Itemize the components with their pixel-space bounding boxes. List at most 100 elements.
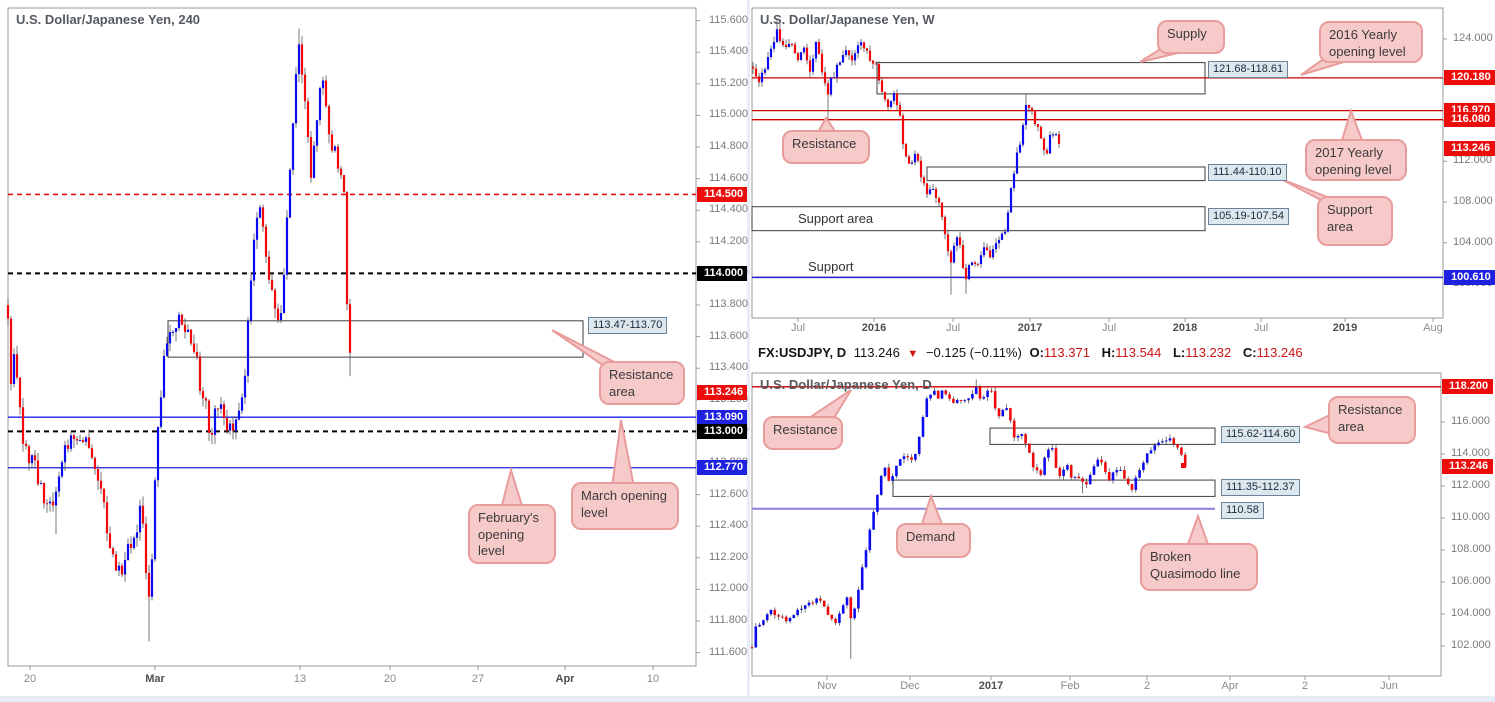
candle-body	[24, 443, 28, 447]
candle-body	[267, 256, 271, 280]
candle-body	[826, 83, 830, 95]
candle-body	[982, 247, 986, 256]
candle-body	[792, 615, 796, 618]
candle-body	[919, 160, 923, 178]
candle-body	[90, 448, 94, 458]
candle-body	[895, 93, 899, 106]
candle-body	[9, 318, 13, 385]
candle-body	[1018, 144, 1022, 153]
candle-body	[1123, 469, 1126, 479]
callout-bubble-resistance-area[interactable]	[599, 361, 685, 405]
candle-body	[958, 237, 962, 246]
plot-border	[7, 7, 697, 667]
candle-body	[988, 250, 992, 258]
candle-body	[1050, 448, 1054, 450]
callout-bubble-support-area-callout[interactable]	[1317, 196, 1393, 246]
callout-bubble-demand[interactable]	[896, 523, 971, 558]
candle-body	[811, 58, 815, 72]
chart-title-240: U.S. Dollar/Japanese Yen, 240	[16, 12, 201, 27]
zone-105.19-107.54[interactable]	[751, 206, 1206, 232]
candle-body	[914, 453, 917, 460]
ticker-low-label: L:	[1172, 345, 1186, 360]
candle-body	[925, 183, 929, 195]
candle-body	[967, 265, 971, 280]
candle-body	[790, 43, 794, 45]
candle-body	[793, 44, 797, 54]
candle-body	[788, 617, 792, 622]
candlestick-series-daily	[750, 379, 1187, 659]
zone-111.35-112.37[interactable]	[892, 479, 1216, 497]
zone-113.47-113.70[interactable]	[167, 320, 584, 358]
candle-body	[1161, 441, 1164, 443]
candle-body	[784, 616, 788, 622]
callout-bubble-march-opening-level[interactable]	[571, 482, 679, 530]
candle-body	[751, 66, 755, 69]
candle-body	[772, 42, 776, 49]
candle-body	[883, 91, 887, 100]
candle-body	[1036, 124, 1040, 127]
candle-body	[948, 394, 951, 399]
candle-body	[769, 48, 773, 58]
candle-body	[830, 614, 834, 619]
candle-body	[120, 565, 124, 575]
candle-body	[906, 456, 910, 458]
candle-body	[279, 312, 283, 321]
candle-body	[288, 169, 292, 218]
candle-body	[853, 608, 856, 619]
candle-body	[937, 197, 941, 203]
callout-tail-february-opening-level	[499, 466, 525, 510]
candle-body	[105, 502, 109, 534]
callout-bubble-supply[interactable]	[1157, 20, 1225, 54]
candle-body	[300, 44, 304, 75]
callout-bubble-resistance[interactable]	[763, 416, 843, 450]
candle-body	[973, 262, 977, 265]
candle-body	[978, 387, 982, 399]
candle-body	[297, 44, 301, 75]
ticker-open-label: O:	[1029, 345, 1044, 360]
candle-body	[778, 29, 782, 41]
callout-bubble-broken-quasimodo[interactable]	[1140, 543, 1258, 591]
zone-115.62-114.60[interactable]	[989, 427, 1216, 445]
candle-body	[276, 308, 280, 321]
candle-body	[45, 503, 49, 505]
zone-111.44-110.10[interactable]	[926, 166, 1206, 182]
symbol-status-bar-pane	[750, 339, 1495, 366]
candle-body	[1069, 465, 1073, 478]
candle-body	[1039, 470, 1043, 475]
candle-body	[1183, 454, 1187, 467]
callout-bubble-yearly-open-2016[interactable]	[1319, 21, 1423, 63]
candle-body	[1168, 438, 1172, 441]
candle-body	[72, 435, 76, 440]
candle-body	[853, 53, 857, 61]
candle-body	[1157, 442, 1160, 446]
candle-body	[934, 189, 938, 198]
candle-body	[847, 50, 851, 56]
callout-bubble-resistance-area[interactable]	[1328, 396, 1416, 444]
callout-bubble-yearly-open-2017[interactable]	[1305, 139, 1407, 181]
candle-body	[880, 80, 884, 92]
candle-body	[1006, 212, 1010, 232]
candle-body	[904, 144, 908, 157]
candle-body	[312, 145, 316, 178]
candle-body	[222, 404, 226, 418]
candle-body	[921, 417, 925, 437]
callout-bubble-february-opening-level[interactable]	[468, 504, 556, 564]
candle-body	[925, 398, 929, 418]
candle-body	[883, 467, 887, 476]
candle-body	[348, 304, 352, 353]
candle-body	[773, 609, 777, 616]
candle-body	[974, 387, 978, 394]
plot-border	[751, 7, 1444, 319]
candle-body	[963, 400, 967, 402]
plot-border	[751, 372, 1442, 677]
candle-body	[177, 314, 181, 329]
candle-body	[1164, 440, 1168, 442]
ticker-open-value: 113.371	[1043, 345, 1090, 360]
candle-body	[1033, 111, 1037, 125]
candle-body	[777, 615, 780, 617]
callout-bubble-resistance[interactable]	[782, 130, 870, 164]
candle-body	[763, 69, 767, 73]
candle-body	[822, 600, 826, 607]
